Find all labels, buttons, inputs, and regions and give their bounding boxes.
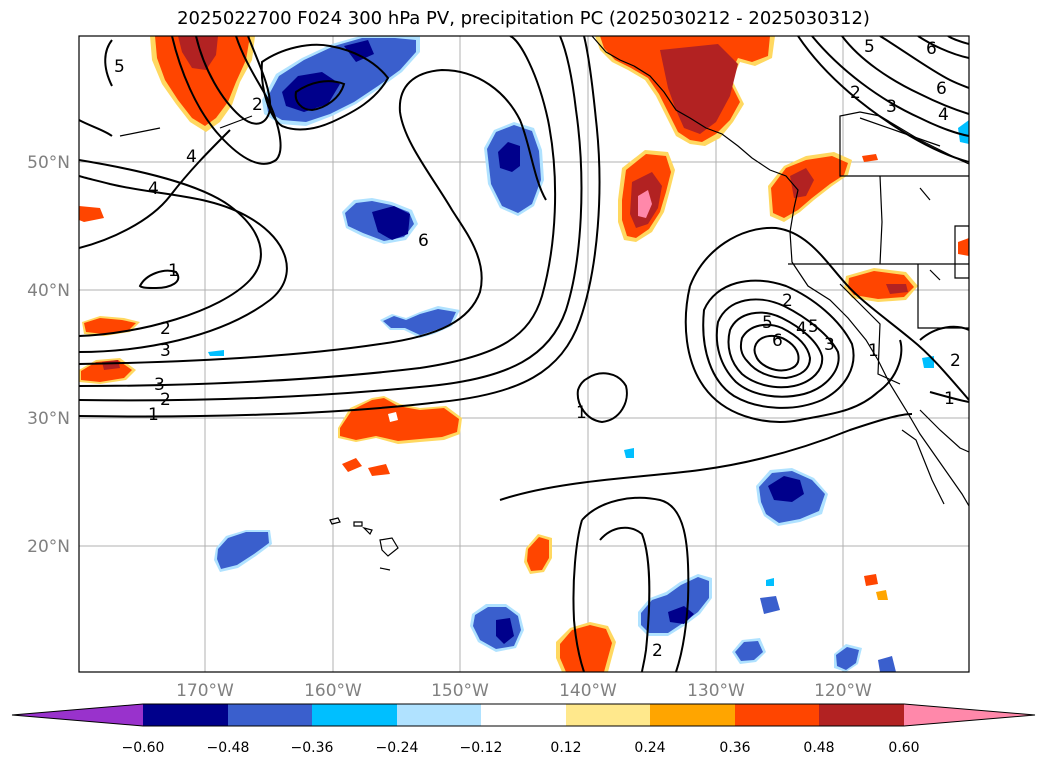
contour-labels-east: 5 2 6 4 2 5 3 1 5 6 1 2 3 4 6 2 [252,37,961,409]
contour-label: 4 [796,319,807,339]
contour-label: 1 [168,261,179,281]
colorbar-extend-high [904,704,1035,726]
contour-label: 3 [154,375,165,395]
map-panel: 5 4 4 1 2 3 3 2 1 6 1 2 5 2 6 4 2 5 [78,35,970,673]
colorbar-segment [819,704,904,726]
lat-label: 40°N [27,281,70,301]
lat-label: 20°N [27,537,70,557]
contour-label: 5 [808,317,819,337]
colorbar-segment [481,704,566,726]
contour-label: 3 [824,335,835,355]
longitude-labels: 170°W 160°W 150°W 140°W 130°W 120°W [176,681,872,701]
colorbar-segment [650,704,735,726]
lon-label: 130°W [687,681,745,701]
colorbar-segment [735,704,819,726]
contour-label: 4 [148,179,159,199]
contour-label: 2 [652,641,663,661]
colorbar-segment [312,704,397,726]
contour-label: 5 [762,313,773,333]
contour-label: 6 [936,79,947,99]
colorbar-tick-label: −0.60 [122,740,165,756]
contour-labels-west: 5 4 4 1 2 3 3 2 1 [114,57,197,425]
latitude-labels: 50°N 40°N 30°N 20°N [27,153,70,557]
colorbar-outline [11,703,1036,727]
contour-label: 4 [186,147,197,167]
colorbar-segment [566,704,650,726]
lon-label: 150°W [431,681,489,701]
colorbar-tick-label: −0.48 [207,740,250,756]
contour-label: 2 [160,390,171,410]
contour-label: 2 [782,291,793,311]
colorbar-tick-label: −0.12 [460,740,503,756]
contour-label: 5 [114,57,125,77]
map-title: 2025022700 F024 300 hPa PV, precipitatio… [177,8,870,29]
lon-label: 170°W [176,681,234,701]
contour-label: 2 [850,83,861,103]
colorbar-segment [228,704,312,726]
pv-contours [79,36,969,672]
contour-label: 3 [886,97,897,117]
colorbar-tick-label: 0.36 [719,740,750,756]
colorbar-segment [397,704,481,726]
map-frame [78,35,970,673]
contour-label: 2 [252,95,263,115]
colorbar-tick-label: −0.36 [291,740,334,756]
colorbar-tick-label: 0.24 [634,740,665,756]
colorbar-tick-labels: −0.60 −0.48 −0.36 −0.24 −0.12 0.12 0.24 … [122,740,920,756]
contour-label: 2 [950,351,961,371]
contour-label: 1 [868,341,879,361]
colorbar: −0.60 −0.48 −0.36 −0.24 −0.12 0.12 0.24 … [11,703,1036,756]
colorbar-tick-label: 0.48 [803,740,834,756]
lat-label: 30°N [27,409,70,429]
lon-label: 120°W [814,681,872,701]
contour-label: 4 [938,105,949,125]
precip-negative-areas [208,36,969,672]
colorbar-extend-low [12,704,143,726]
colorbar-tick-label: 0.60 [888,740,919,756]
contour-label: 6 [772,331,783,351]
lon-label: 160°W [304,681,362,701]
contour-labels-center: 6 1 2 [418,231,663,661]
contour-label: 5 [864,37,875,57]
contour-label: 1 [148,405,159,425]
contour-label: 3 [160,341,171,361]
contour-label: 1 [576,403,587,423]
colorbar-segment [143,704,228,726]
lon-label: 140°W [559,681,617,701]
contour-label: 6 [926,39,937,59]
contour-label: 2 [160,319,171,339]
colorbar-tick-label: −0.24 [376,740,419,756]
colorbar-tick-label: 0.12 [550,740,581,756]
contour-label: 6 [418,231,429,251]
contour-label: 1 [944,389,955,409]
lat-label: 50°N [27,153,70,173]
